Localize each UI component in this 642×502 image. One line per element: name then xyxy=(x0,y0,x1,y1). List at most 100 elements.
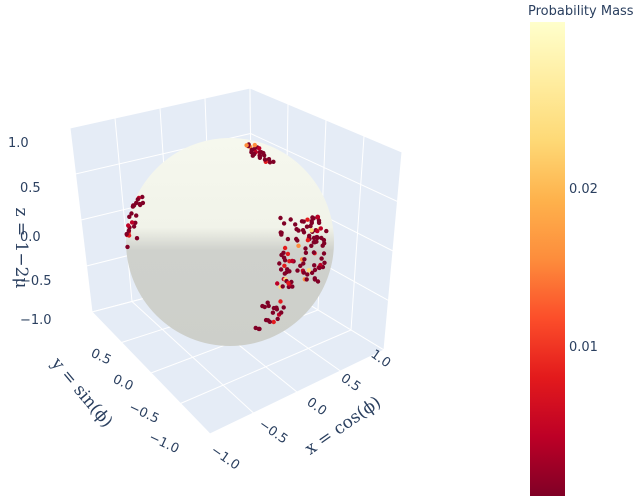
data-point xyxy=(321,251,327,256)
data-point xyxy=(301,270,306,275)
data-point xyxy=(318,226,323,231)
data-point xyxy=(259,150,264,155)
data-point xyxy=(305,238,311,243)
z-tick-label: 0.0 xyxy=(20,230,41,245)
data-point xyxy=(315,228,320,234)
data-point xyxy=(298,263,303,268)
data-point xyxy=(277,261,282,266)
data-point xyxy=(319,235,324,241)
data-point xyxy=(306,268,312,273)
data-point xyxy=(301,230,307,235)
data-point xyxy=(301,261,306,266)
colorbar-title: Probability Mass xyxy=(528,4,634,19)
data-point xyxy=(285,267,290,272)
data-point xyxy=(290,258,295,264)
data-point xyxy=(313,235,319,240)
data-point xyxy=(296,243,301,248)
data-point xyxy=(304,224,310,229)
data-point xyxy=(304,277,309,282)
data-point xyxy=(127,214,132,219)
data-point xyxy=(267,160,273,165)
gridline xyxy=(180,329,352,404)
data-point xyxy=(281,255,287,260)
data-point xyxy=(316,218,322,223)
x-tick-label: 0.0 xyxy=(304,395,330,419)
data-point xyxy=(285,236,291,242)
data-point xyxy=(262,157,268,162)
data-point xyxy=(271,305,277,311)
data-point xyxy=(133,220,138,225)
data-point xyxy=(134,213,139,218)
data-point xyxy=(131,224,137,229)
data-point xyxy=(278,299,283,304)
data-point xyxy=(322,241,327,246)
z-tick-label: −1.0 xyxy=(20,313,52,328)
data-point xyxy=(275,316,280,322)
data-point xyxy=(288,217,293,222)
data-point xyxy=(295,268,300,273)
z-tick-label: 0.5 xyxy=(20,181,41,196)
data-point xyxy=(266,303,271,309)
data-point xyxy=(249,147,254,153)
data-point xyxy=(278,267,284,272)
data-point xyxy=(129,211,134,216)
data-point xyxy=(252,151,257,157)
data-point xyxy=(305,272,310,277)
data-point xyxy=(311,240,316,245)
colorbar-gradient xyxy=(530,22,565,496)
colorbar-tick-label: 0.01 xyxy=(569,340,598,355)
data-point xyxy=(293,222,298,227)
data-point xyxy=(278,230,283,235)
data-point xyxy=(278,215,283,221)
data-point xyxy=(275,281,280,286)
data-point xyxy=(262,304,267,310)
data-point xyxy=(308,223,313,229)
y-tick-label: −0.5 xyxy=(126,400,161,427)
data-point xyxy=(309,270,315,275)
data-point xyxy=(324,228,329,234)
data-point xyxy=(252,142,257,148)
data-point xyxy=(140,194,145,200)
data-point xyxy=(256,326,261,332)
data-point xyxy=(129,220,135,225)
data-point xyxy=(303,250,309,255)
data-point xyxy=(312,276,317,281)
data-point xyxy=(125,244,130,250)
data-point xyxy=(282,245,288,251)
data-point xyxy=(305,217,310,222)
data-point xyxy=(309,243,314,248)
colorbar-ticks: 0.01 0.02 xyxy=(569,182,598,355)
data-point xyxy=(282,263,287,268)
data-point xyxy=(126,223,131,228)
scene-3d[interactable] xyxy=(69,87,403,435)
data-point xyxy=(310,215,315,220)
z-tick-label: 1.0 xyxy=(8,136,29,151)
x-tick-label: 0.5 xyxy=(338,371,364,395)
colorbar-tick-label: 0.02 xyxy=(569,182,598,197)
data-point xyxy=(309,228,314,233)
data-point xyxy=(319,256,324,261)
data-points xyxy=(124,142,329,332)
data-point xyxy=(280,284,285,289)
data-point xyxy=(271,159,276,164)
data-point xyxy=(281,305,286,310)
data-point xyxy=(137,201,142,207)
data-point xyxy=(279,310,284,315)
y-tick-label: 0.0 xyxy=(110,372,135,394)
data-point xyxy=(271,319,276,325)
data-point xyxy=(294,227,299,232)
data-point xyxy=(134,236,140,241)
x-tick-label: −0.5 xyxy=(256,417,290,447)
y-tick-label: 0.5 xyxy=(88,346,113,368)
data-point xyxy=(244,143,249,148)
data-point xyxy=(301,219,306,224)
data-point xyxy=(285,251,291,257)
data-point xyxy=(257,155,263,160)
data-point xyxy=(322,260,327,265)
data-point xyxy=(302,257,307,262)
colorbar: Probability Mass 0.01 0.02 xyxy=(528,4,634,496)
z-axis-title: z = 1−2μ xyxy=(11,208,31,289)
unit-sphere xyxy=(126,138,334,346)
data-point xyxy=(257,146,262,151)
z-tick-label: −0.5 xyxy=(20,274,52,289)
